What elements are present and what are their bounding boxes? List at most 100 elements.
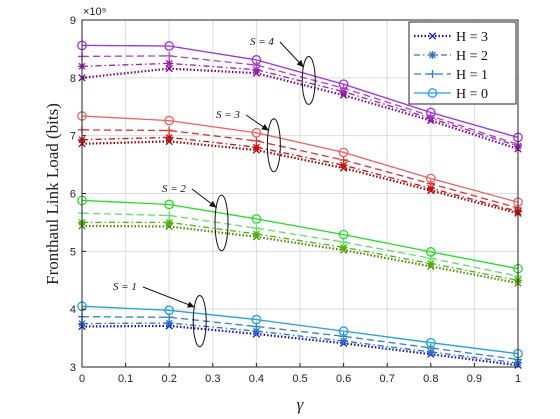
series-line [81,115,519,203]
group-ellipse [301,55,316,105]
y-exponent-label: ×10⁹ [83,6,106,18]
series-line [81,129,519,209]
circle-marker [425,107,436,118]
x-tick-label: 0 [79,373,85,385]
y-tick-label: 9 [70,15,76,27]
circle-marker [164,305,175,316]
asterisk-marker [252,143,261,152]
legend-entry: H = 1 [414,68,488,83]
group-label: S = 3 [216,109,240,121]
group-label: S = 2 [162,183,186,195]
legend: H = 3 H = 2 H = 1 H = 0 [408,21,517,105]
y-tick-label: 3 [70,362,76,374]
plus-marker [339,238,348,247]
series-line [81,55,519,145]
circle-marker [338,326,349,336]
circle-marker [251,214,262,224]
x-tick-label: 0.3 [205,373,220,385]
series-line [81,324,519,367]
annotations: S = 1 S = 2 S = 3 S = 4 [113,36,316,348]
series-line [81,44,519,139]
plus-marker [165,211,174,220]
group-ellipse [214,194,229,252]
y-tick-label: 8 [70,73,76,85]
circle-marker [427,88,438,98]
series-line [81,305,519,355]
x-tick-label: 0.6 [336,373,351,385]
circle-marker [425,247,436,257]
asterisk-marker [252,229,261,238]
plus-marker [428,70,437,78]
asterisk-marker [426,347,435,356]
legend-entry: H = 0 [414,87,488,102]
x-marker [428,32,437,40]
circle-marker [164,199,175,210]
circle-marker [164,41,175,51]
asterisk-marker [252,327,261,336]
series-line [81,199,519,270]
series-line [81,140,519,215]
circle-marker [425,173,436,184]
legend-label: H = 0 [456,87,488,102]
series-line [81,316,519,361]
x-tick-label: 0.7 [380,373,395,385]
series-line [81,62,519,147]
circle-marker [425,337,436,348]
series-line [81,212,519,277]
legend-box [408,21,517,105]
group-ellipse [266,118,281,173]
plus-marker [165,126,174,135]
x-marker [165,64,173,73]
x-tick-label: 0.1 [118,373,133,385]
circle-marker [251,127,262,138]
x-tick-label: 0.8 [423,373,438,385]
series-layer [77,40,523,369]
asterisk-marker [165,59,174,68]
asterisk-marker [165,133,174,142]
arrow-head [296,59,304,68]
y-tick-label: 7 [70,131,76,143]
plus-marker [252,61,261,70]
plus-marker [252,136,261,145]
asterisk-marker [426,259,435,268]
arrow-head [209,200,217,208]
arrow-head [261,124,269,131]
series-line [82,221,519,281]
group-ellipse [192,295,207,348]
series-line [81,322,519,364]
legend-entry: H = 2 [414,49,488,64]
y-tick-label: 4 [70,304,76,316]
x-tick-label: 0.5 [292,373,307,385]
x-tick-label: 0.2 [162,373,177,385]
asterisk-marker [428,51,437,59]
circle-marker [164,115,175,126]
plus-marker [339,155,348,164]
x-axis-label: γ [297,395,305,414]
x-tick-label: 0.9 [467,373,482,385]
y-axis-label: Fronthaul Link Load (bits) [43,103,62,285]
group-label: S = 4 [250,36,274,48]
group-label: S = 1 [113,281,137,293]
ticks: 0 0.1 0.2 0.3 0.4 0.5 0.6 0.7 0.8 0.9 1 3 4 5 6 7 8 9 [70,15,521,385]
group-arrow [142,286,195,308]
circle-marker [251,55,262,65]
arrow-head [187,301,195,308]
asterisk-marker [339,336,348,345]
plus-marker [252,224,261,233]
series-line [81,67,519,151]
legend-entry: H = 3 [414,30,488,45]
legend-label: H = 3 [456,30,488,45]
circle-marker [338,229,349,240]
x-tick-label: 1 [515,373,521,385]
series-H1 [78,125,522,212]
y-tick-label: 5 [70,246,76,258]
asterisk-marker [426,184,435,193]
circle-marker [338,79,349,90]
asterisk-marker [165,218,174,227]
asterisk-marker [339,161,348,170]
x-tick-label: 0.4 [249,373,264,385]
plus-marker [426,179,435,188]
circle-marker [251,314,262,325]
y-tick-label: 6 [70,189,76,201]
